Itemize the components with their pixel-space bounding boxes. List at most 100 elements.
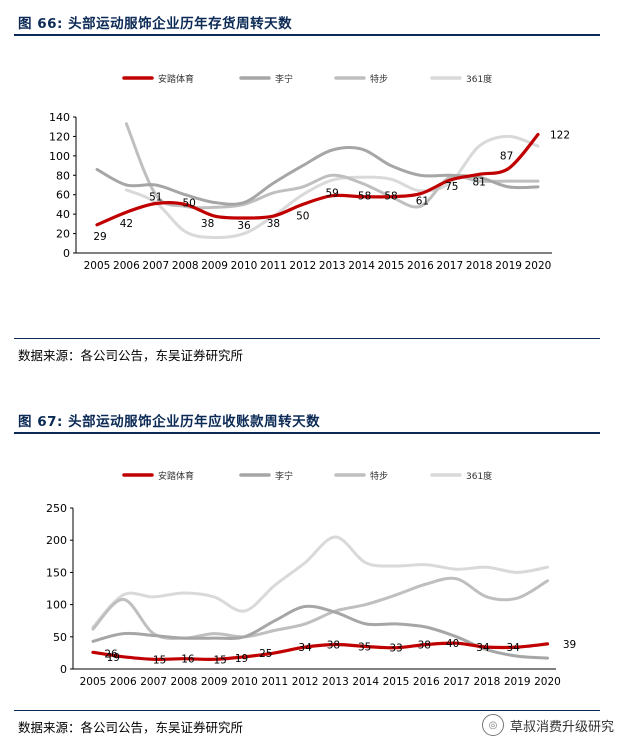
- x-tick-label: 2010: [231, 676, 258, 688]
- figure-2-top-rule: [14, 432, 600, 434]
- x-tick-label: 2019: [495, 260, 522, 272]
- x-tick-label: 2008: [172, 260, 199, 272]
- data-label: 19: [235, 653, 248, 665]
- data-label: 36: [237, 220, 251, 232]
- data-label: 38: [267, 218, 280, 230]
- legend-label-1: 李宁: [275, 470, 293, 482]
- y-tick-label: 150: [46, 566, 67, 579]
- legend-label-3: 361度: [466, 73, 492, 85]
- wechat-icon: ◎: [481, 714, 504, 736]
- x-tick-label: 2011: [261, 676, 288, 688]
- x-tick-label: 2016: [413, 676, 440, 688]
- x-tick-label: 2010: [231, 260, 258, 272]
- x-tick-label: 2018: [466, 260, 493, 272]
- figure-1-title: 图 66: 头部运动服饰企业历年存货周转天数: [18, 16, 293, 32]
- receivables-turnover-chart: 安踏体育 李宁 特步 361度 0 50 100 150 200 250 2005 2006 2007 2…: [46, 470, 576, 688]
- series-line-1: [91, 604, 549, 660]
- figure-1-bottom-rule: [14, 338, 600, 339]
- x-tick-label: 2011: [260, 260, 287, 272]
- x-tick-label: 2008: [171, 676, 198, 688]
- x-tick-label: 2013: [319, 260, 346, 272]
- x-tick-label: 2009: [201, 260, 228, 272]
- legend-label-1: 李宁: [275, 73, 293, 85]
- x-tick-label: 2005: [84, 260, 111, 272]
- figure-2-source: 数据来源：各公司公告，东吴证券研究所: [18, 720, 244, 735]
- y-tick-label: 140: [49, 111, 70, 124]
- data-label: 34: [507, 642, 521, 654]
- x-tick-label: 2017: [436, 260, 463, 272]
- figure-1-top-rule: [14, 34, 600, 36]
- x-tick-label: 2013: [322, 676, 349, 688]
- data-label: 50: [296, 210, 309, 222]
- data-label: 29: [93, 231, 106, 243]
- y-tick-label: 0: [63, 247, 70, 260]
- data-label: 25: [259, 648, 272, 660]
- y-tick-label: 80: [56, 169, 70, 182]
- watermark-text: 草叔消费升级研究: [509, 719, 614, 735]
- data-label: 59: [326, 188, 339, 200]
- data-label: 38: [327, 640, 340, 652]
- data-label: 34: [476, 642, 490, 654]
- figure-1-source: 数据来源：各公司公告，东吴证券研究所: [18, 348, 244, 363]
- data-label: 58: [358, 191, 371, 203]
- x-tick-label: 2014: [352, 676, 379, 688]
- data-label: 16: [181, 654, 195, 666]
- x-tick-label: 2014: [348, 260, 375, 272]
- x-tick-label: 2020: [525, 260, 552, 272]
- series-line-3: [91, 535, 549, 629]
- data-label: 35: [358, 641, 371, 653]
- data-label: 26: [104, 648, 118, 660]
- y-tick-label: 100: [46, 599, 67, 612]
- x-tick-label: 2015: [383, 676, 410, 688]
- x-tick-label: 2006: [110, 676, 137, 688]
- data-label: 87: [500, 150, 513, 162]
- data-label: 51: [149, 191, 162, 203]
- y-tick-label: 200: [46, 534, 67, 547]
- data-label: 38: [418, 640, 431, 652]
- legend-label-0: 安踏体育: [158, 73, 194, 85]
- watermark: ◎ 草叔消费升级研究: [481, 714, 614, 736]
- x-tick-label: 2016: [407, 260, 434, 272]
- data-label: 58: [384, 191, 397, 203]
- data-label: 39: [563, 639, 576, 651]
- x-tick-label: 2020: [534, 676, 561, 688]
- y-tick-label: 0: [60, 663, 67, 676]
- data-label: 33: [389, 643, 402, 655]
- y-tick-label: 250: [46, 502, 67, 515]
- series-line-0: [95, 132, 540, 227]
- data-label: 122: [550, 129, 570, 141]
- y-tick-label: 50: [53, 631, 67, 644]
- legend-label-3: 361度: [466, 470, 492, 482]
- data-label: 15: [153, 654, 166, 666]
- data-label: 40: [446, 638, 459, 650]
- figure-2-bottom-rule: [14, 710, 600, 711]
- legend-label-2: 特步: [370, 470, 388, 482]
- data-label: 50: [183, 197, 196, 209]
- x-tick-label: 2019: [504, 676, 531, 688]
- data-label: 19: [107, 652, 120, 664]
- y-tick-label: 120: [49, 130, 70, 143]
- x-tick-label: 2017: [443, 676, 470, 688]
- x-tick-label: 2015: [378, 260, 405, 272]
- x-tick-label: 2006: [113, 260, 140, 272]
- data-label: 61: [416, 196, 429, 208]
- data-label: 38: [201, 218, 214, 230]
- y-tick-label: 100: [49, 150, 70, 163]
- data-label: 15: [214, 654, 227, 666]
- y-tick-label: 20: [56, 228, 70, 241]
- x-tick-label: 2005: [80, 676, 107, 688]
- y-tick-label: 40: [56, 208, 70, 221]
- legend-label-0: 安踏体育: [158, 470, 194, 482]
- data-label: 75: [445, 181, 458, 193]
- legend-label-2: 特步: [370, 73, 388, 85]
- x-tick-label: 2007: [142, 260, 169, 272]
- x-tick-label: 2012: [289, 260, 316, 272]
- series-line-0: [91, 641, 550, 661]
- x-tick-label: 2018: [474, 676, 501, 688]
- data-label: 34: [298, 642, 312, 654]
- x-tick-label: 2009: [201, 676, 228, 688]
- figure-2-title: 图 67: 头部运动服饰企业历年应收账款周转天数: [18, 414, 321, 430]
- series-line-3: [124, 134, 540, 240]
- y-tick-label: 60: [56, 189, 70, 202]
